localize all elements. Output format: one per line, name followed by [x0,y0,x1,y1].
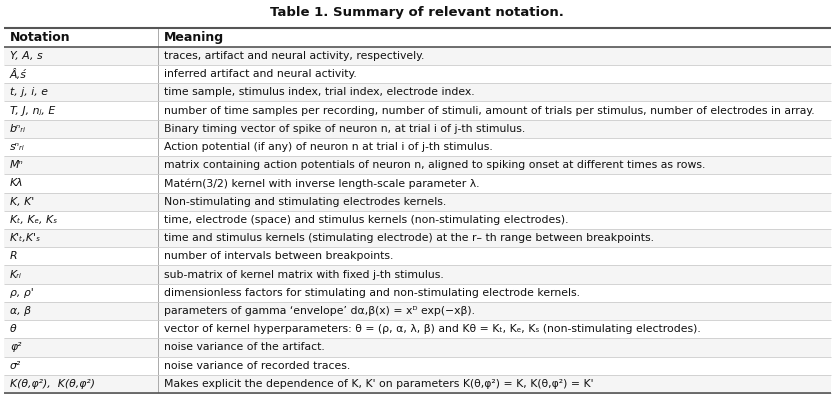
Bar [4,320,831,339]
Text: α, β: α, β [10,306,31,316]
Text: R: R [10,251,18,261]
Bar [4,265,831,284]
Text: number of time samples per recording, number of stimuli, amount of trials per st: number of time samples per recording, nu… [164,105,815,116]
Text: Â,ś: Â,ś [10,69,27,80]
Text: t, j, i, e: t, j, i, e [10,87,48,98]
Text: K(θ,φ²),  K(θ,φ²): K(θ,φ²), K(θ,φ²) [10,379,95,389]
Text: Makes explicit the dependence of K, K' on parameters K(θ,φ²) = K, K(θ,φ²) = K': Makes explicit the dependence of K, K' o… [164,379,594,389]
Text: Non-stimulating and stimulating electrodes kernels.: Non-stimulating and stimulating electrod… [164,197,446,207]
Text: matrix containing action potentials of neuron n, aligned to spiking onset at dif: matrix containing action potentials of n… [164,160,706,170]
Text: inferred artifact and neural activity.: inferred artifact and neural activity. [164,69,357,79]
Text: Matérn(3/2) kernel with inverse length-scale parameter λ.: Matérn(3/2) kernel with inverse length-s… [164,178,480,189]
Text: noise variance of recorded traces.: noise variance of recorded traces. [164,361,350,371]
Text: sub-matrix of kernel matrix with fixed j-th stimulus.: sub-matrix of kernel matrix with fixed j… [164,270,444,280]
Bar [4,229,831,247]
Text: T, J, nⱼ, E: T, J, nⱼ, E [10,105,55,116]
Text: bⁿᵣᵢ: bⁿᵣᵢ [10,124,26,134]
Text: Kₜ, Kₑ, Kₛ: Kₜ, Kₑ, Kₛ [10,215,58,225]
Bar [4,247,831,265]
Text: Action potential (if any) of neuron n at trial i of j-th stimulus.: Action potential (if any) of neuron n at… [164,142,493,152]
Text: Notation: Notation [10,31,71,44]
Text: Kλ: Kλ [10,179,23,188]
Text: θ: θ [10,324,17,334]
Text: noise variance of the artifact.: noise variance of the artifact. [164,342,325,352]
Text: parameters of gamma ‘envelope’ dα,β(x) = xᴰ exp(−xβ).: parameters of gamma ‘envelope’ dα,β(x) =… [164,306,475,316]
Bar [4,357,831,375]
Text: K'ₜ,K'ₛ: K'ₜ,K'ₛ [10,233,41,243]
Bar [4,174,831,193]
Bar [4,302,831,320]
Bar [4,138,831,156]
Text: number of intervals between breakpoints.: number of intervals between breakpoints. [164,251,394,261]
Text: time sample, stimulus index, trial index, electrode index.: time sample, stimulus index, trial index… [164,87,475,98]
Bar [4,193,831,211]
Text: time and stimulus kernels (stimulating electrode) at the r– th range between bre: time and stimulus kernels (stimulating e… [164,233,655,243]
Bar [4,47,831,65]
Bar [4,211,831,229]
Bar [4,375,831,393]
Text: dimensionless factors for stimulating and non-stimulating electrode kernels.: dimensionless factors for stimulating an… [164,288,580,298]
Text: vector of kernel hyperparameters: θ = (ρ, α, λ, β) and Kθ = Kₜ, Kₑ, Kₛ (non-stim: vector of kernel hyperparameters: θ = (ρ… [164,324,701,334]
Text: traces, artifact and neural activity, respectively.: traces, artifact and neural activity, re… [164,51,425,61]
Text: Kᵣᵢ: Kᵣᵢ [10,270,22,280]
Text: Table 1. Summary of relevant notation.: Table 1. Summary of relevant notation. [270,6,564,19]
Bar [4,120,831,138]
Bar [4,65,831,83]
Text: σ²: σ² [10,361,21,371]
Text: φ²: φ² [10,342,22,352]
Text: ρ, ρ': ρ, ρ' [10,288,33,298]
Text: K, K': K, K' [10,197,34,207]
Text: Binary timing vector of spike of neuron n, at trial i of j-th stimulus.: Binary timing vector of spike of neuron … [164,124,525,134]
Text: time, electrode (space) and stimulus kernels (non-stimulating electrodes).: time, electrode (space) and stimulus ker… [164,215,569,225]
Bar [4,284,831,302]
Text: Meaning: Meaning [164,31,224,44]
Text: sⁿᵣᵢ: sⁿᵣᵢ [10,142,25,152]
Bar [4,102,831,120]
Bar [4,339,831,357]
Bar [4,28,831,47]
Text: Mⁿ: Mⁿ [10,160,23,170]
Bar [4,156,831,174]
Text: Y, A, s: Y, A, s [10,51,43,61]
Bar [4,83,831,102]
